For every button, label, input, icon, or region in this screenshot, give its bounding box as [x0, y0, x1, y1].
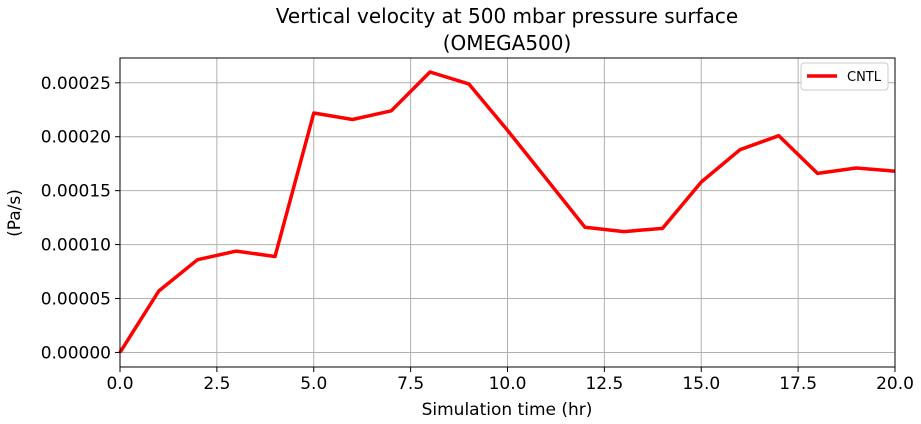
x-tick-label: 20.0 — [876, 374, 914, 394]
series-line-cntl — [118, 70, 896, 354]
y-tick-label: 0.00005 — [41, 290, 111, 310]
chart-subtitle: (OMEGA500) — [443, 31, 572, 55]
y-axis-label: (Pa/s) — [5, 189, 25, 237]
x-tick-label: 10.0 — [489, 374, 527, 394]
chart-title: Vertical velocity at 500 mbar pressure s… — [276, 4, 738, 28]
y-tick-label: 0.00000 — [41, 343, 111, 363]
x-axis: 0.0 2.5 5.0 7.5 10.0 12.5 15.0 17.5 20.0 — [106, 367, 914, 394]
y-tick-label: 0.00020 — [41, 128, 111, 148]
x-tick-label: 15.0 — [682, 374, 720, 394]
x-tick-label: 12.5 — [585, 374, 623, 394]
legend-box — [800, 62, 889, 91]
legend-label-cntl: CNTL — [847, 70, 882, 85]
x-tick-label: 2.5 — [203, 374, 230, 394]
legend: CNTL — [800, 62, 889, 91]
x-tick-label: 7.5 — [397, 374, 424, 394]
y-tick-label: 0.00025 — [41, 74, 111, 94]
y-tick-label: 0.00010 — [41, 236, 111, 256]
x-tick-label: 17.5 — [779, 374, 817, 394]
y-tick-label: 0.00015 — [41, 182, 111, 202]
x-tick-label: 0.0 — [106, 374, 133, 394]
x-axis-label: Simulation time (hr) — [422, 400, 593, 420]
y-axis: 0.00000 0.00005 0.00010 0.00015 0.00020 0.000… — [41, 74, 120, 363]
x-tick-label: 5.0 — [300, 374, 327, 394]
grid — [119, 58, 896, 367]
